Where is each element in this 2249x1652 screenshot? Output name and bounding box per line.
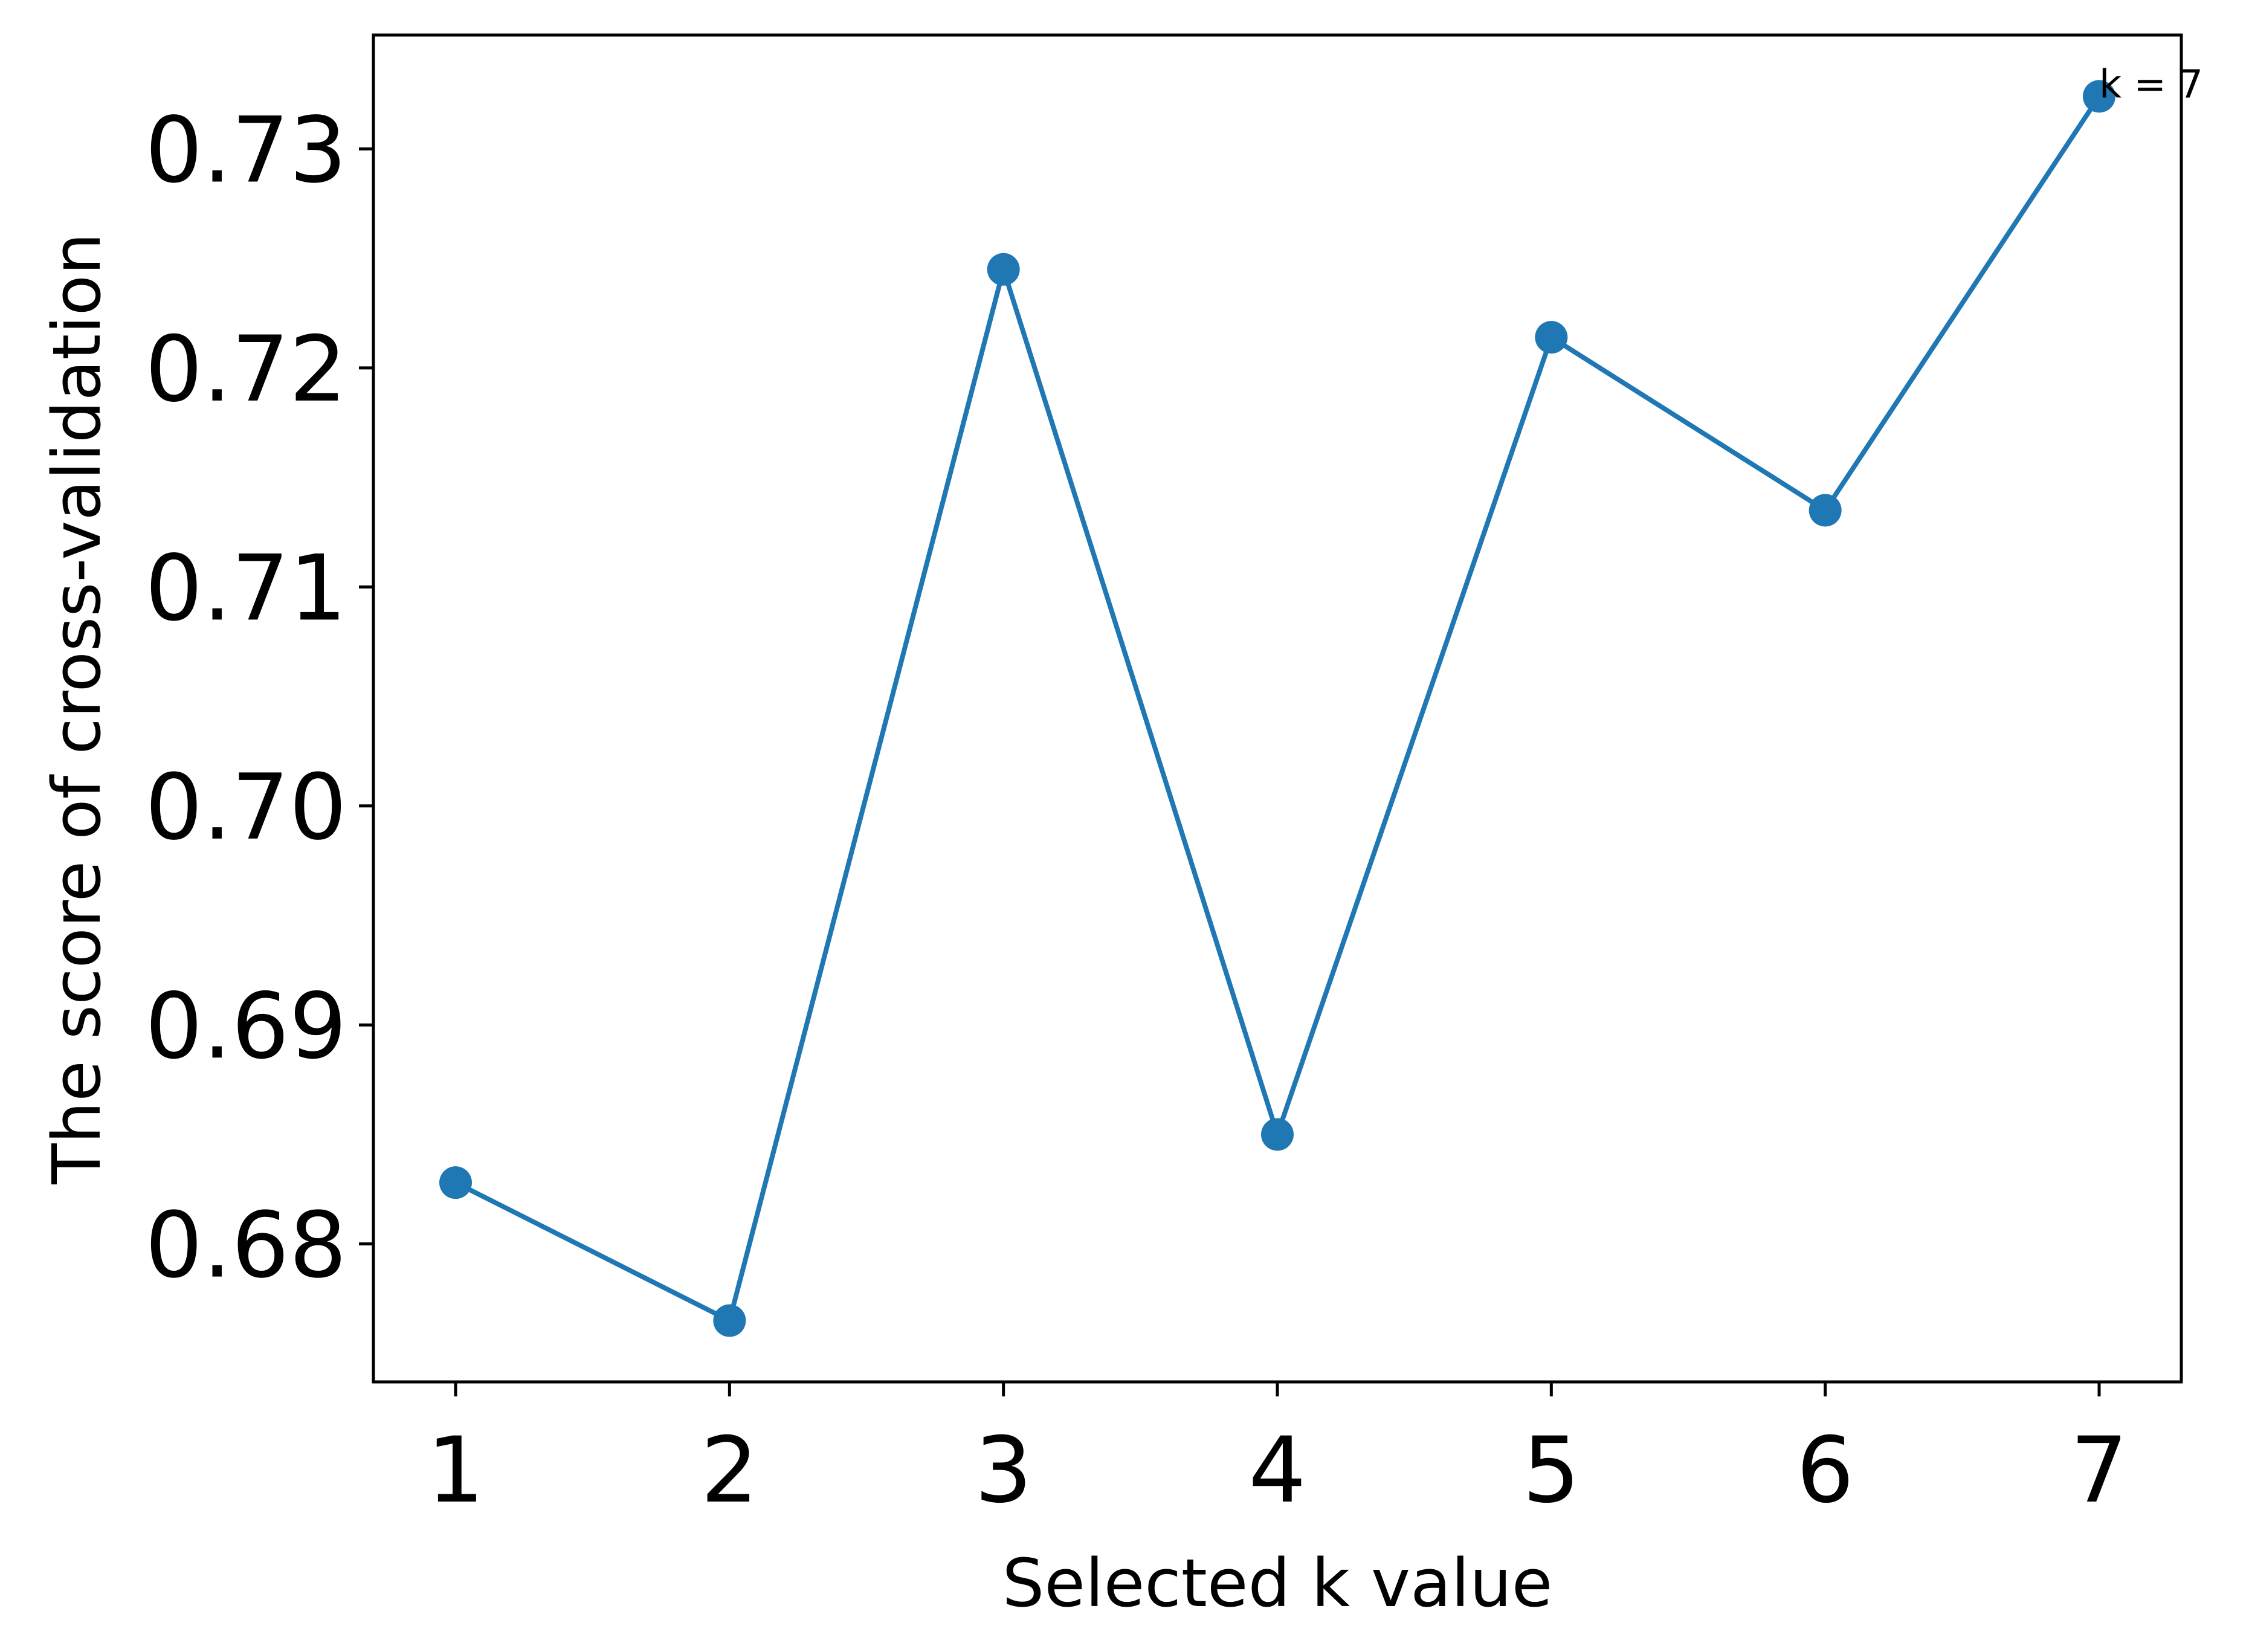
annotation-layer: k = 7 (2099, 62, 2203, 107)
x-tick-label: 3 (975, 1418, 1032, 1523)
y-tick-label: 0.70 (145, 755, 347, 860)
x-axis-label: Selected k value (1002, 1544, 1553, 1622)
y-tick-label: 0.71 (145, 536, 347, 641)
x-tick-label: 4 (1248, 1418, 1306, 1523)
y-axis: 0.68 0.69 0.70 0.71 0.72 0.73 (145, 98, 373, 1299)
y-tick-label: 0.69 (145, 974, 347, 1079)
data-point (1809, 494, 1842, 527)
y-tick-label: 0.68 (145, 1193, 347, 1299)
y-tick-label: 0.72 (145, 317, 347, 422)
x-axis: 1 2 3 4 5 6 7 (427, 1382, 2128, 1523)
data-point (2083, 80, 2115, 113)
data-point (987, 253, 1020, 286)
x-tick-label: 2 (701, 1418, 758, 1523)
x-tick-label: 5 (1523, 1418, 1580, 1523)
data-point (713, 1304, 746, 1337)
y-tick-label: 0.73 (145, 98, 347, 203)
y-axis-label: The score of cross-validation (38, 233, 115, 1185)
x-tick-label: 1 (427, 1418, 484, 1523)
x-tick-label: 7 (2070, 1418, 2128, 1523)
x-tick-label: 6 (1796, 1418, 1854, 1523)
plot-layer (439, 80, 2115, 1337)
data-point (1261, 1118, 1294, 1151)
annotation-label: k = 7 (2099, 62, 2203, 107)
data-point (1535, 321, 1568, 354)
data-point (439, 1166, 472, 1199)
